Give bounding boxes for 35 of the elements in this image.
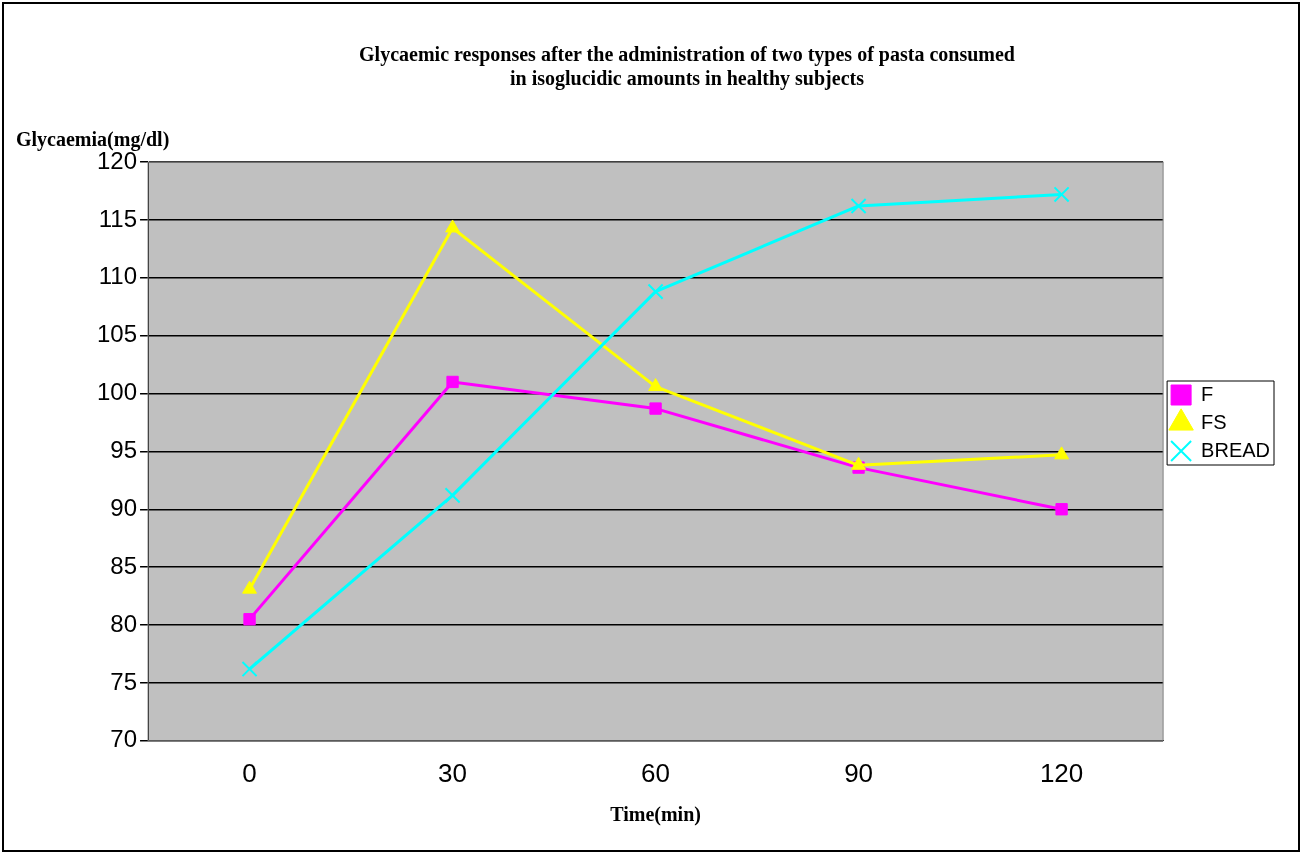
x-axis-title: Time(min) bbox=[610, 803, 701, 827]
point bbox=[1055, 503, 1068, 516]
point bbox=[444, 487, 461, 504]
y-tick-label: 100 bbox=[97, 378, 138, 406]
legend-label: F bbox=[1201, 382, 1214, 405]
point bbox=[647, 283, 664, 300]
x-tick-label: 60 bbox=[641, 757, 671, 788]
x-tick-label: 90 bbox=[844, 757, 874, 788]
legend-label: BREAD bbox=[1201, 438, 1270, 461]
point bbox=[445, 219, 460, 233]
point bbox=[648, 378, 663, 392]
y-tick-label: 90 bbox=[110, 493, 138, 521]
y-tick-label: 110 bbox=[98, 262, 138, 290]
y-tick-label: 105 bbox=[97, 320, 138, 348]
legend-label: FS bbox=[1201, 410, 1227, 433]
point bbox=[242, 580, 257, 594]
y-tick-label: 95 bbox=[110, 436, 138, 464]
point bbox=[850, 197, 867, 215]
point bbox=[1053, 186, 1070, 203]
x-tick-label: 0 bbox=[242, 757, 257, 788]
y-tick-label: 80 bbox=[110, 609, 138, 637]
point bbox=[243, 613, 256, 626]
y-tick-label: 75 bbox=[110, 667, 138, 695]
point bbox=[1054, 446, 1070, 460]
chart-title: Glycaemic responses after the administration of two types of pasta consumed in isoglucidic amounts in healthy subjects bbox=[359, 43, 1015, 91]
x-tick-label: 30 bbox=[438, 757, 468, 788]
point bbox=[649, 402, 662, 415]
y-tick-label: 85 bbox=[110, 551, 138, 579]
point bbox=[446, 375, 459, 389]
point bbox=[241, 660, 258, 678]
point bbox=[851, 456, 867, 470]
y-tick-label: 70 bbox=[110, 725, 138, 753]
x-tick-label: 120 bbox=[1039, 757, 1084, 788]
y-tick-label: 115 bbox=[98, 204, 138, 232]
y-axis-title: Glycaemia(mg/dl) bbox=[16, 128, 170, 151]
